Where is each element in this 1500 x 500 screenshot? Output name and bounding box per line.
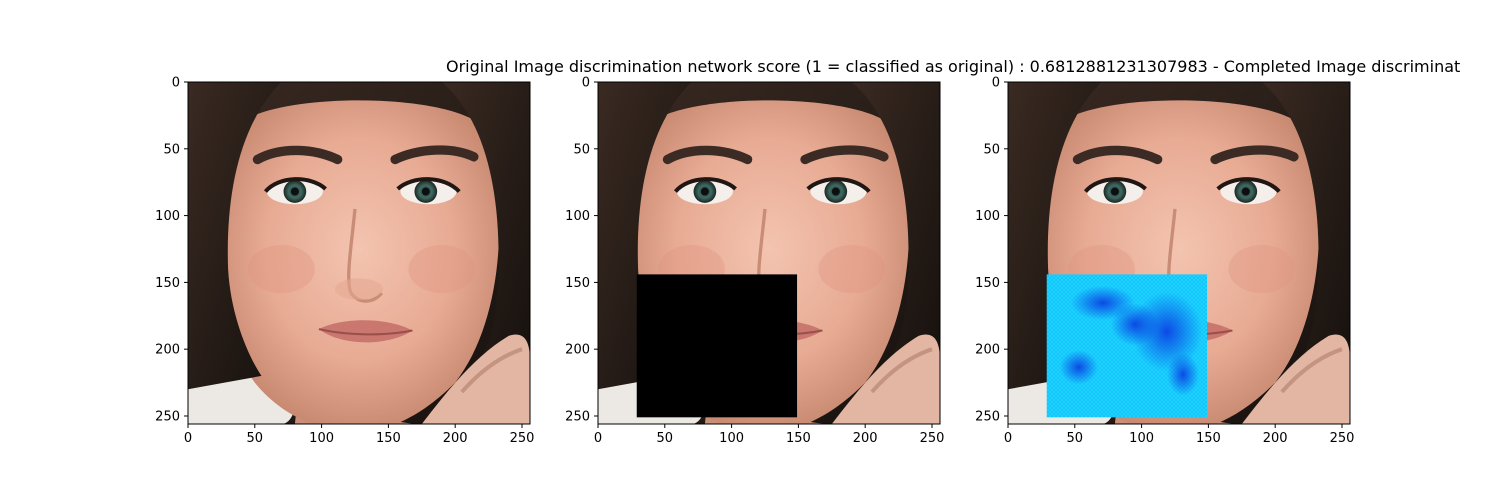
- axes-frame: [1007, 81, 1351, 425]
- y-tick-label: 100: [565, 209, 590, 224]
- x-tick-label: 50: [247, 431, 264, 446]
- completed-fill-region: [1046, 274, 1208, 418]
- y-tick-label: 150: [975, 276, 1000, 291]
- axes-frame: [187, 81, 531, 425]
- x-tick-label: 100: [1129, 431, 1154, 446]
- x-tick-label: 250: [1330, 431, 1355, 446]
- panel-completed: 0 50 100 150 200 250 0 50 100 150 200 250: [975, 76, 1354, 447]
- y-tick-label: 0: [992, 76, 1000, 91]
- image-completed: [1008, 82, 1350, 432]
- x-tick-label: 250: [510, 431, 535, 446]
- x-tick-label: 150: [1196, 431, 1221, 446]
- y-tick-label: 200: [155, 343, 180, 358]
- x-tick-label: 200: [853, 431, 878, 446]
- x-tick-label: 250: [920, 431, 945, 446]
- y-tick-label: 200: [975, 343, 1000, 358]
- y-tick-label: 100: [975, 209, 1000, 224]
- image-masked: [598, 82, 940, 432]
- x-tick-label: 100: [309, 431, 334, 446]
- y-tick-label: 250: [155, 409, 180, 424]
- y-tick-label: 150: [565, 276, 590, 291]
- y-tick-label: 250: [565, 409, 590, 424]
- y-tick-label: 50: [983, 142, 1000, 157]
- y-tick-label: 0: [582, 76, 590, 91]
- x-tick-label: 100: [719, 431, 744, 446]
- x-tick-label: 150: [786, 431, 811, 446]
- y-tick-label: 100: [155, 209, 180, 224]
- y-tick-label: 50: [163, 142, 180, 157]
- x-tick-label: 150: [376, 431, 401, 446]
- x-tick-label: 50: [657, 431, 674, 446]
- y-tick-label: 0: [172, 76, 180, 91]
- x-tick-label: 200: [1263, 431, 1288, 446]
- y-tick-label: 250: [975, 409, 1000, 424]
- panel-original: 0 50 100 150 200 250 0 50 100 150 200 250: [155, 76, 534, 447]
- x-tick-label: 50: [1067, 431, 1084, 446]
- axes-frame: [597, 81, 941, 425]
- black-mask-region: [636, 274, 798, 418]
- figure-title: Original Image discrimination network sc…: [446, 57, 1461, 76]
- image-original: [188, 82, 530, 432]
- y-tick-label: 50: [573, 142, 590, 157]
- x-tick-label: 200: [443, 431, 468, 446]
- y-tick-label: 200: [565, 343, 590, 358]
- panel-masked: 0 50 100 150 200 250 0 50 100 150 200 250: [565, 76, 944, 447]
- x-tick-label: 0: [1004, 431, 1012, 446]
- x-tick-label: 0: [184, 431, 192, 446]
- y-tick-label: 150: [155, 276, 180, 291]
- x-tick-label: 0: [594, 431, 602, 446]
